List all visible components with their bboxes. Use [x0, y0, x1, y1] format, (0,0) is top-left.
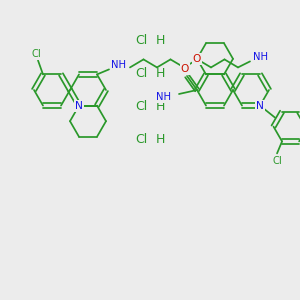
- Text: NH: NH: [156, 92, 171, 102]
- Text: Cl: Cl: [135, 100, 148, 113]
- Text: H: H: [155, 67, 165, 80]
- Text: N: N: [75, 100, 83, 111]
- Text: O: O: [193, 54, 201, 64]
- Text: Cl: Cl: [135, 34, 148, 47]
- Text: Cl: Cl: [135, 67, 148, 80]
- Text: H: H: [155, 100, 165, 113]
- Text: NH: NH: [112, 60, 127, 70]
- Text: NH: NH: [253, 52, 268, 62]
- Text: Cl: Cl: [31, 50, 41, 59]
- Text: Cl: Cl: [272, 156, 282, 167]
- Text: O: O: [181, 64, 189, 74]
- Text: H: H: [155, 133, 165, 146]
- Text: N: N: [256, 100, 264, 111]
- Text: Cl: Cl: [135, 133, 148, 146]
- Text: H: H: [155, 34, 165, 47]
